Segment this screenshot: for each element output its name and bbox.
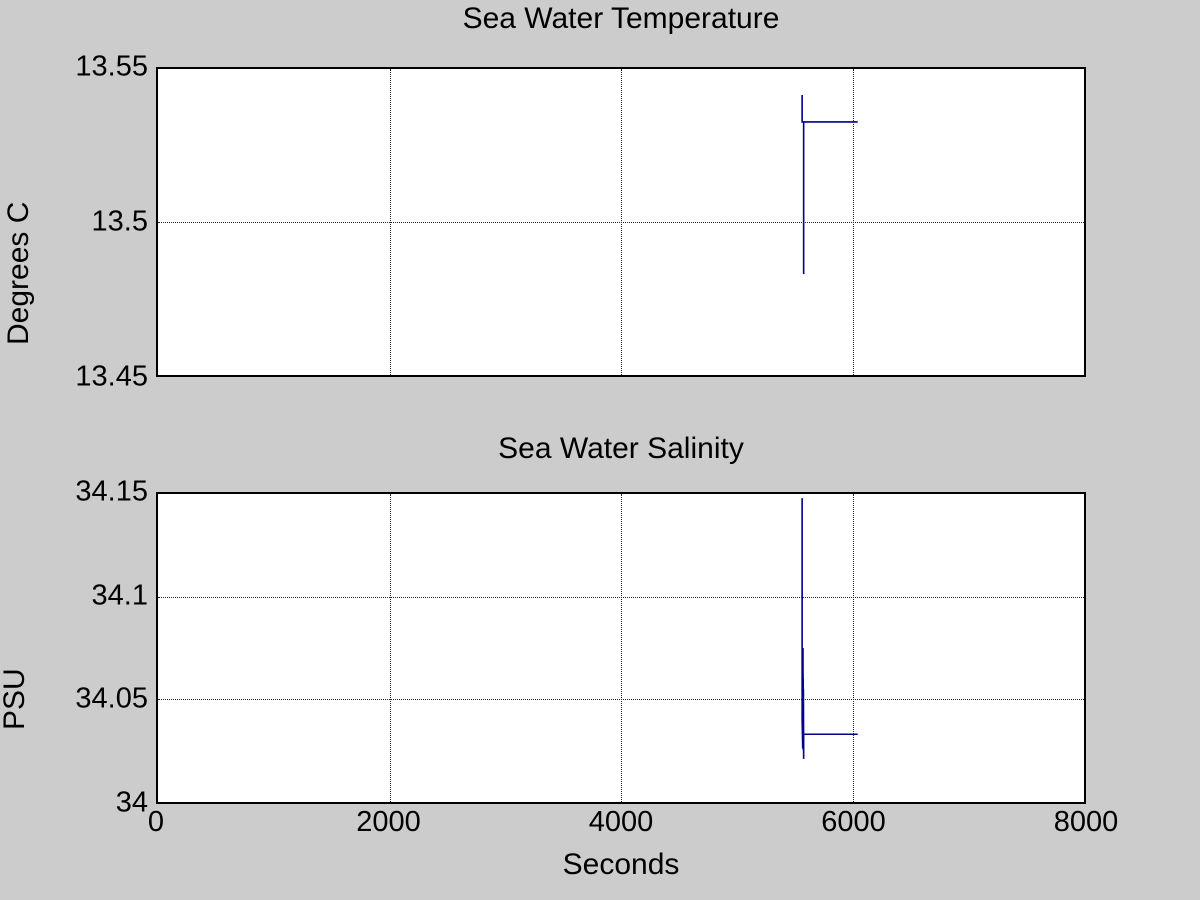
salinity-chart-title: Sea Water Salinity [498, 432, 744, 465]
temperature-ytick-2: 13.55 [75, 50, 148, 83]
xtick-0: 0 [147, 806, 165, 838]
xtick-4: 8000 [1053, 806, 1119, 838]
salinity-ytick-labels: 34 34.05 34.1 34.15 [0, 476, 148, 819]
xtick-3: 6000 [821, 806, 886, 838]
salinity-y-axis-label: PSU [0, 668, 31, 730]
xtick-2: 4000 [588, 806, 654, 838]
temperature-ytick-1: 13.5 [91, 205, 148, 238]
salinity-series-line [802, 498, 858, 759]
temperature-ytick-labels: 13.45 13.5 13.55 [0, 51, 148, 393]
salinity-panel: Sea Water Salinity [0, 410, 1200, 900]
temperature-series-line [802, 95, 858, 274]
x-axis-tick-labels: 0 2000 4000 6000 8000 [0, 806, 1200, 846]
salinity-ytick-0: 34 [115, 786, 148, 819]
temperature-ytick-0: 13.45 [75, 360, 148, 393]
x-axis-label: Seconds [562, 848, 680, 881]
temperature-y-axis-label: Degrees C [2, 201, 35, 345]
salinity-data-trace [158, 494, 1084, 802]
temperature-chart-title: Sea Water Temperature [462, 2, 780, 35]
xtick-1: 2000 [356, 806, 421, 838]
salinity-ytick-3: 34.15 [75, 475, 148, 508]
salinity-ytick-2: 34.1 [91, 579, 148, 612]
salinity-plot-area [156, 492, 1086, 804]
temperature-data-trace [158, 69, 1084, 375]
salinity-ytick-1: 34.05 [75, 682, 148, 715]
temperature-plot-area [156, 67, 1086, 377]
temperature-panel: Sea Water Temperature [0, 0, 1200, 410]
